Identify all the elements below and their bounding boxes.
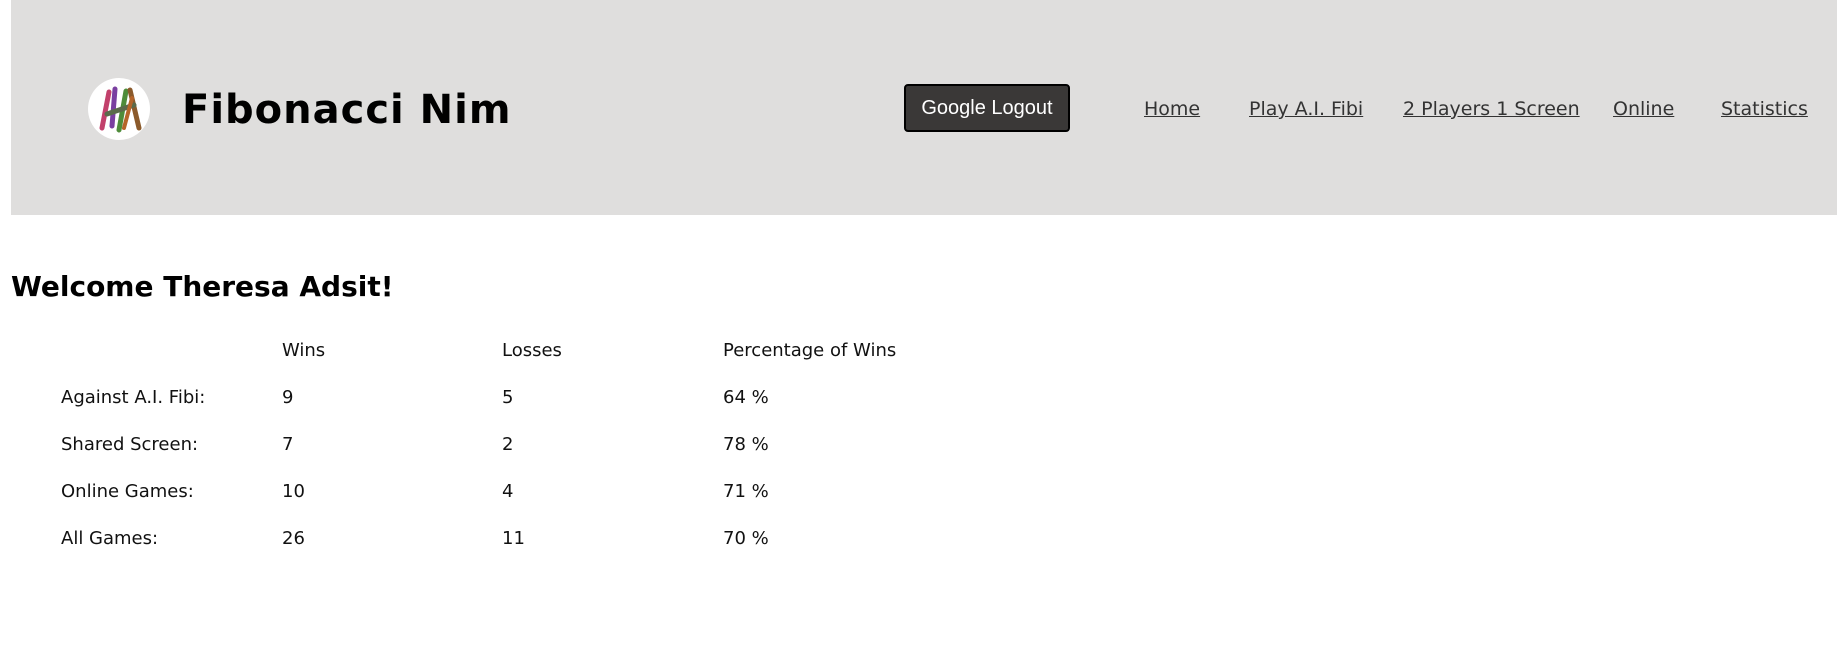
nav-link-online[interactable]: Online (1613, 98, 1675, 120)
logo-stick (109, 86, 118, 129)
wins-cell: 7 (282, 434, 294, 455)
column-header-losses: Losses (502, 340, 562, 361)
logo-stick (127, 87, 142, 131)
column-header-wins: Wins (282, 340, 326, 361)
table-row: Shared Screen: 7 2 78 % (51, 421, 973, 468)
logo-stick (99, 89, 112, 131)
logo-stick (122, 96, 134, 130)
table-row: Against A.I. Fibi: 9 5 64 % (51, 374, 973, 421)
welcome-heading: Welcome Theresa Adsit! (11, 270, 394, 303)
table-header-row: Wins Losses Percentage of Wins (51, 327, 973, 374)
column-header-percentage: Percentage of Wins (723, 340, 897, 361)
wins-cell: 26 (282, 528, 305, 549)
losses-cell: 4 (502, 481, 514, 502)
nav-link-2-players-1-screen[interactable]: 2 Players 1 Screen (1403, 98, 1580, 120)
percentage-cell: 78 % (723, 434, 769, 455)
google-logout-button[interactable]: Google Logout (904, 84, 1070, 132)
statistics-table: Wins Losses Percentage of Wins Against A… (51, 327, 973, 562)
wins-cell: 9 (282, 387, 294, 408)
row-label: Shared Screen: (61, 434, 199, 455)
nav-link-statistics[interactable]: Statistics (1721, 98, 1808, 120)
row-label: All Games: (61, 528, 159, 549)
percentage-cell: 71 % (723, 481, 769, 502)
row-label: Against A.I. Fibi: (61, 387, 206, 408)
losses-cell: 2 (502, 434, 514, 455)
table-row: Online Games: 10 4 71 % (51, 468, 973, 515)
wins-cell: 10 (282, 481, 305, 502)
percentage-cell: 70 % (723, 528, 769, 549)
row-label: Online Games: (61, 481, 194, 502)
site-title: Fibonacci Nim (182, 87, 512, 133)
nav-link-play-ai-fibi[interactable]: Play A.I. Fibi (1249, 98, 1364, 120)
percentage-cell: 64 % (723, 387, 769, 408)
losses-cell: 5 (502, 387, 514, 408)
losses-cell: 11 (502, 528, 525, 549)
column-header-category (51, 327, 272, 374)
fibonacci-nim-logo-icon[interactable] (88, 78, 150, 140)
nav-link-home[interactable]: Home (1144, 98, 1201, 120)
table-row: All Games: 26 11 70 % (51, 515, 973, 562)
